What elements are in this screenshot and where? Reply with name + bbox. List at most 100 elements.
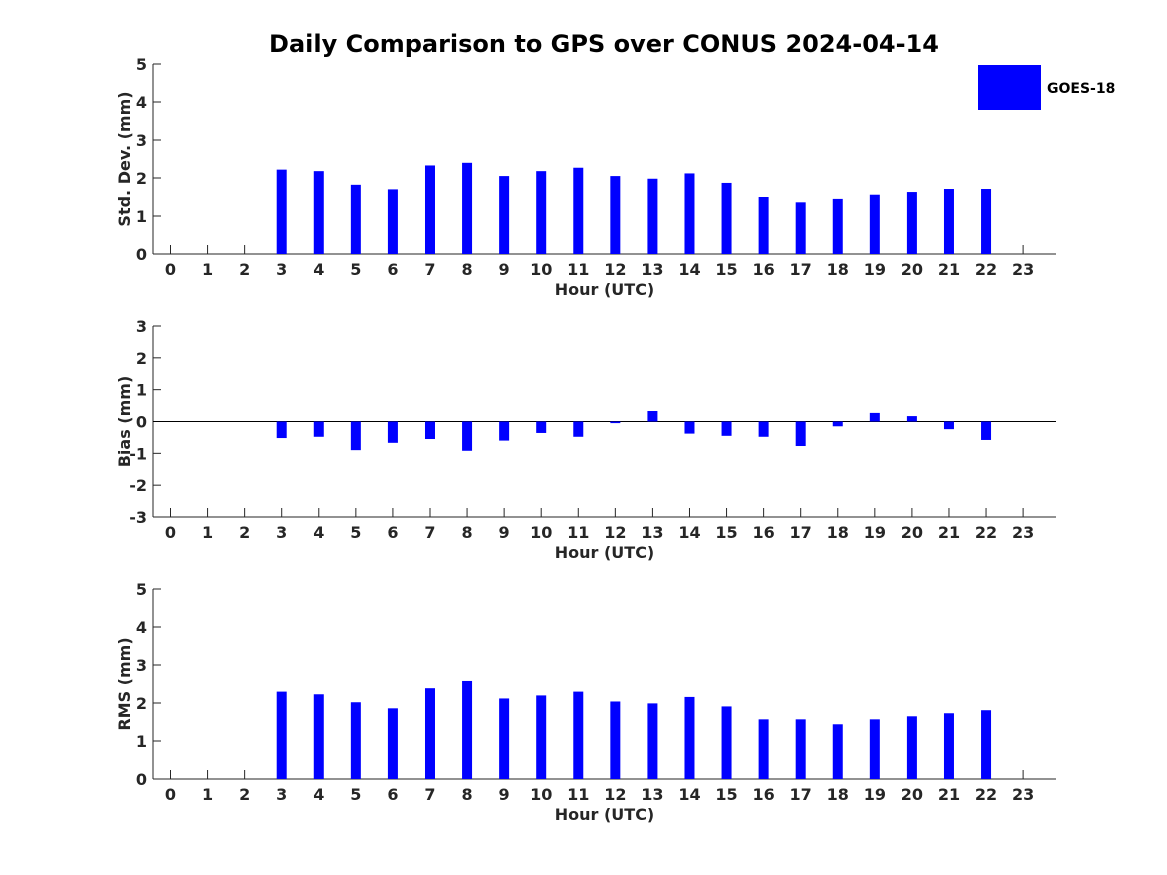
x-tick-label: 14 [678, 785, 700, 804]
x-tick-label: 3 [276, 523, 287, 542]
bar [647, 410, 658, 422]
bar [499, 421, 510, 441]
x-tick-label: 13 [641, 260, 663, 279]
y-tick-label: 1 [136, 381, 147, 400]
bar [981, 710, 992, 779]
x-tick-label: 11 [567, 523, 589, 542]
legend: GOES-18 [978, 65, 1115, 110]
y-tick-label: 0 [136, 770, 147, 789]
bar [536, 695, 547, 779]
x-tick-label: 20 [901, 260, 923, 279]
bar [350, 702, 361, 779]
x-tick-label: 1 [202, 785, 213, 804]
x-tick-label: 4 [313, 523, 324, 542]
y-tick-label: 0 [136, 245, 147, 264]
x-tick-label: 7 [424, 523, 435, 542]
x-tick-label: 15 [715, 523, 737, 542]
x-tick-label: 0 [165, 523, 176, 542]
x-tick-label: 8 [461, 785, 472, 804]
x-tick-label: 6 [387, 523, 398, 542]
x-tick-label: 3 [276, 785, 287, 804]
x-tick-label: 9 [499, 260, 510, 279]
bar [499, 176, 510, 254]
bar [906, 192, 917, 254]
bar [313, 171, 324, 254]
y-tick-label: 0 [136, 413, 147, 432]
bar [943, 421, 954, 430]
x-tick-label: 2 [239, 260, 250, 279]
bar [795, 421, 806, 447]
bar [536, 171, 547, 254]
y-tick-label: 4 [136, 93, 147, 112]
x-tick-label: 11 [567, 785, 589, 804]
bar [721, 706, 732, 779]
y-tick-label: 5 [136, 580, 147, 599]
bar [350, 184, 361, 254]
bar [573, 421, 584, 437]
bar [610, 701, 621, 779]
x-tick-label: 23 [1012, 785, 1034, 804]
chart-title: Daily Comparison to GPS over CONUS 2024-… [269, 30, 939, 58]
bar [610, 421, 621, 424]
bar [387, 708, 398, 779]
x-tick-label: 9 [499, 523, 510, 542]
x-tick-label: 5 [350, 260, 361, 279]
bar [424, 421, 435, 440]
x-tick-label: 13 [641, 523, 663, 542]
x-tick-label: 12 [604, 523, 626, 542]
y-axis-label: RMS (mm) [115, 637, 134, 730]
x-tick-label: 13 [641, 785, 663, 804]
x-tick-label: 18 [827, 523, 849, 542]
y-tick-label: 1 [136, 207, 147, 226]
x-tick-label: 20 [901, 785, 923, 804]
x-tick-label: 7 [424, 260, 435, 279]
bar [758, 197, 769, 254]
y-tick-label: -1 [129, 444, 147, 463]
y-tick-label: 2 [136, 349, 147, 368]
bar [721, 421, 732, 436]
x-tick-label: 1 [202, 260, 213, 279]
bar [869, 412, 880, 422]
x-tick-label: 10 [530, 523, 552, 542]
x-tick-label: 10 [530, 260, 552, 279]
x-tick-label: 17 [790, 523, 812, 542]
y-axis-label: Bias (mm) [115, 376, 134, 468]
bar [647, 703, 658, 779]
bar [424, 165, 435, 254]
bar [647, 178, 658, 254]
x-tick-label: 5 [350, 523, 361, 542]
x-tick-label: 5 [350, 785, 361, 804]
bar [573, 691, 584, 779]
y-axis-label: Std. Dev. (mm) [115, 91, 134, 226]
x-tick-label: 22 [975, 523, 997, 542]
bar [684, 173, 695, 254]
bar [684, 421, 695, 434]
y-tick-label: -3 [129, 508, 147, 527]
bar [832, 724, 843, 779]
x-tick-label: 19 [864, 523, 886, 542]
x-tick-label: 14 [678, 260, 700, 279]
bar [758, 719, 769, 779]
bar [276, 691, 287, 779]
y-tick-label: 3 [136, 131, 147, 150]
bar [462, 162, 473, 254]
x-tick-label: 16 [752, 785, 774, 804]
bar [573, 167, 584, 254]
bar [832, 421, 843, 427]
x-tick-label: 10 [530, 785, 552, 804]
x-axis-label: Hour (UTC) [555, 805, 655, 824]
bar [276, 169, 287, 254]
x-tick-label: 2 [239, 523, 250, 542]
bar [906, 416, 917, 422]
bar [684, 696, 695, 779]
x-tick-label: 16 [752, 260, 774, 279]
x-tick-label: 8 [461, 260, 472, 279]
y-tick-label: 1 [136, 732, 147, 751]
x-tick-label: 4 [313, 785, 324, 804]
bar [943, 189, 954, 254]
legend-swatch [978, 65, 1041, 110]
x-tick-label: 17 [790, 260, 812, 279]
y-tick-label: -2 [129, 476, 147, 495]
